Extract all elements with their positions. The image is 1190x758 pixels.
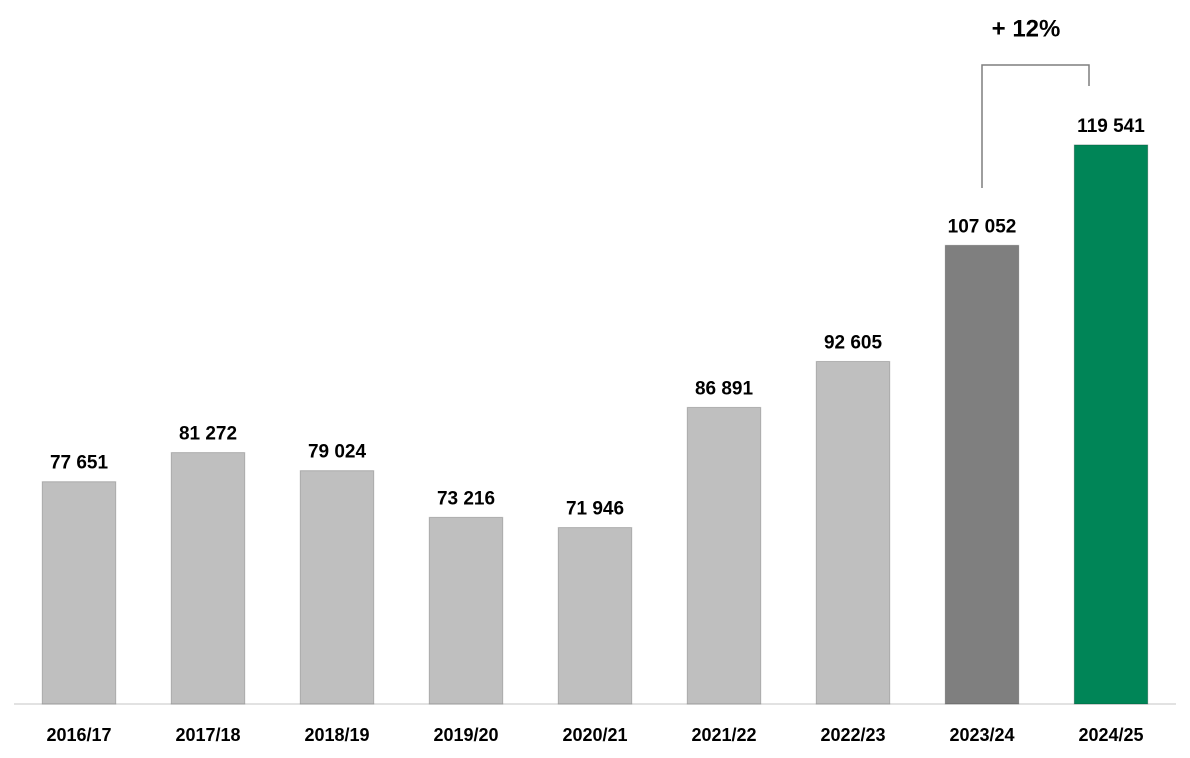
value-label: 73 216 [437, 488, 495, 509]
bar [944, 244, 1020, 705]
x-tick-label: 2023/24 [949, 725, 1014, 745]
x-tick-label: 2017/18 [175, 725, 240, 745]
value-label: 92 605 [824, 332, 883, 353]
change-bracket [981, 64, 1090, 188]
bar [428, 516, 504, 705]
bar [686, 406, 762, 705]
value-label: 107 052 [948, 216, 1017, 237]
bar [170, 452, 246, 705]
x-tick-label: 2022/23 [820, 725, 885, 745]
bar [41, 481, 117, 705]
value-label: 77 651 [50, 453, 109, 474]
change-annotation: + 12% [992, 15, 1061, 42]
value-label: 119 541 [1077, 116, 1145, 137]
bar [299, 470, 375, 705]
x-tick-label: 2016/17 [46, 725, 111, 745]
x-tick-label: 2019/20 [433, 725, 498, 745]
x-tick-label: 2024/25 [1078, 725, 1143, 745]
bar [815, 360, 891, 705]
x-tick-label: 2021/22 [691, 725, 756, 745]
bar [557, 527, 633, 705]
x-tick-label: 2020/21 [562, 725, 627, 745]
value-label: 81 272 [179, 424, 237, 445]
value-label: 79 024 [308, 442, 367, 463]
x-tick-label: 2018/19 [304, 725, 369, 745]
bar [1073, 144, 1149, 705]
value-label: 71 946 [566, 499, 624, 520]
value-label: 86 891 [695, 378, 754, 399]
